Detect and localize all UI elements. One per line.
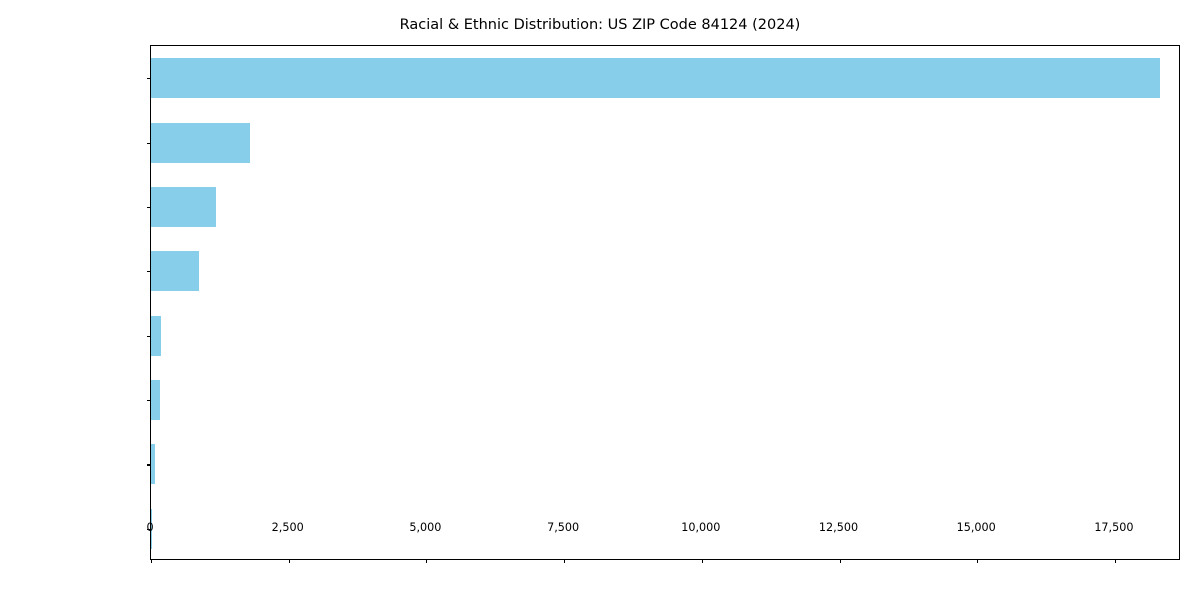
plot-area — [146, 45, 1180, 564]
x-tick-label: 7,500 — [547, 521, 580, 534]
x-tick-mark — [288, 559, 290, 564]
x-tick-mark — [151, 559, 153, 564]
bar-row — [151, 251, 1179, 292]
y-tick-mark — [146, 78, 151, 80]
x-tick-label: 10,000 — [681, 521, 721, 534]
bar-row — [151, 444, 1179, 485]
x-tick-label: 2,500 — [271, 521, 304, 534]
bar-hispanic-or-latino — [151, 122, 251, 163]
x-tick-label: 5,000 — [409, 521, 442, 534]
y-tick-mark — [146, 464, 151, 466]
bar-other-race — [151, 380, 160, 420]
bar-white-non-hispanic — [151, 58, 1160, 99]
bar-row — [151, 186, 1179, 227]
y-tick-mark — [146, 528, 151, 530]
y-tick-mark — [146, 142, 151, 144]
bar-row — [151, 58, 1179, 99]
bar-row — [151, 315, 1179, 356]
bar-row — [151, 380, 1179, 420]
y-tick-mark — [146, 206, 151, 209]
x-tick-mark — [839, 559, 841, 564]
x-tick-label: 0 — [146, 521, 154, 534]
x-tick-label: 17,500 — [1094, 521, 1134, 534]
x-tick-mark — [426, 559, 428, 564]
bar-black-african-american — [151, 315, 162, 356]
bars-layer — [151, 46, 1179, 559]
bar-pacific-islander — [151, 444, 155, 485]
x-tick-mark — [1114, 559, 1116, 564]
x-tick-label: 12,500 — [818, 521, 859, 534]
x-tick-mark — [564, 559, 566, 564]
bar-native-american — [151, 508, 152, 549]
x-tick-label: 15,000 — [956, 521, 996, 534]
bar-row — [151, 508, 1179, 549]
y-tick-mark — [146, 400, 151, 402]
x-tick-mark — [701, 559, 703, 564]
chart-title: Racial & Ethnic Distribution: US ZIP Cod… — [399, 17, 801, 33]
bar-asian — [151, 251, 200, 292]
y-tick-mark — [146, 335, 151, 337]
bar-row — [151, 122, 1179, 163]
x-tick-mark — [977, 559, 979, 564]
bar-two-or-more-races — [151, 186, 216, 227]
y-tick-mark — [146, 271, 151, 273]
